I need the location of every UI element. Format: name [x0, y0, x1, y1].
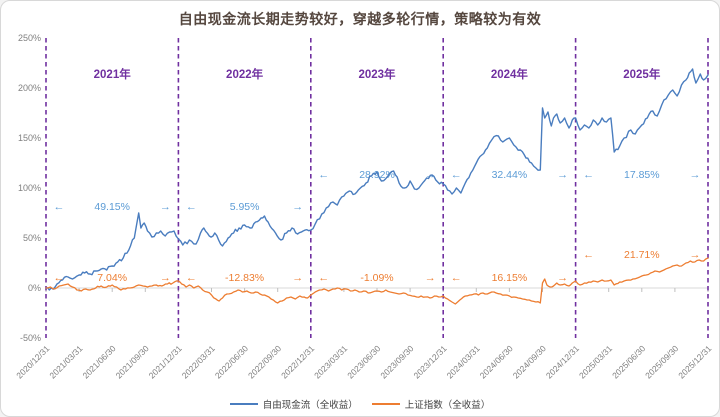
x-axis-label: 2025/06/30 — [610, 343, 647, 380]
x-axis-label: 2022/03/31 — [180, 343, 217, 380]
y-axis-label: 150% — [18, 133, 41, 143]
annotation-series2-return: 7.04% — [97, 272, 127, 284]
legend-line-swatch-blue — [229, 403, 258, 405]
year-label: 2023年 — [358, 67, 396, 81]
annotation-series2-return-arrow-left: ← — [54, 272, 65, 284]
year-label: 2024年 — [491, 67, 529, 81]
annotation-series1-return-arrow-left: ← — [186, 201, 197, 213]
annotation-series2-return: -1.09% — [360, 272, 393, 284]
legend-label-series1: 自由现金流（全收益） — [262, 400, 358, 411]
x-axis-label: 2022/12/31 — [279, 343, 316, 380]
annotation-series1-return: 28.92% — [359, 169, 395, 181]
annotation-series2-return: 21.71% — [624, 249, 660, 261]
year-label: 2022年 — [226, 67, 264, 81]
x-axis-label: 2023/06/30 — [345, 343, 382, 380]
x-axis-label: 2023/03/31 — [312, 343, 349, 380]
annotation-series1-return-arrow-left: ← — [583, 169, 594, 181]
x-axis-label: 2025/03/31 — [577, 343, 614, 380]
y-axis-label: 200% — [18, 83, 41, 93]
x-axis-label: 2020/12/31 — [14, 343, 51, 380]
annotation-series2-return-arrow-left: ← — [583, 249, 594, 261]
annotation-series1-return-arrow-right: → — [160, 201, 171, 213]
annotation-series2-return-arrow-right: → — [292, 272, 303, 284]
year-label: 2021年 — [94, 67, 132, 81]
year-label: 2025年 — [623, 67, 661, 81]
legend-item-series2: 上证指数（全收益） — [371, 397, 491, 411]
annotation-series1-return-arrow-left: ← — [451, 169, 462, 181]
annotation-series2-return: -12.83% — [225, 272, 264, 284]
y-axis-label: -50% — [20, 333, 41, 343]
chart-legend: 自由现金流（全收益） 上证指数（全收益） — [1, 397, 719, 411]
y-axis-label: 50% — [23, 233, 41, 243]
x-axis-label: 2023/09/30 — [378, 343, 415, 380]
annotation-series1-return: 49.15% — [94, 201, 130, 213]
annotation-series2-return-arrow-right: → — [557, 272, 568, 284]
x-axis-label: 2025/09/30 — [643, 343, 680, 380]
series-line-shanghai-index — [45, 257, 709, 305]
annotation-series2-return-arrow-left: ← — [318, 272, 329, 284]
x-axis-label: 2021/09/30 — [114, 343, 151, 380]
legend-label-series2: 上证指数（全收益） — [404, 400, 491, 411]
annotation-series2-return-arrow-right: → — [425, 272, 436, 284]
x-axis-label: 2021/06/30 — [80, 343, 117, 380]
y-axis-label: 250% — [18, 33, 41, 43]
x-axis-label: 2024/09/30 — [511, 343, 548, 380]
x-axis-label: 2023/12/31 — [411, 343, 448, 380]
legend-item-series1: 自由现金流（全收益） — [229, 397, 358, 411]
x-axis-label: 2022/09/30 — [246, 343, 283, 380]
x-axis-label: 2024/12/31 — [544, 343, 581, 380]
x-axis-label: 2022/06/30 — [213, 343, 250, 380]
x-axis-label: 2024/06/30 — [478, 343, 515, 380]
annotation-series2-return-arrow-right: → — [160, 272, 171, 284]
annotation-series1-return-arrow-left: ← — [318, 169, 329, 181]
annotation-series1-return-arrow-right: → — [690, 169, 701, 181]
x-axis-label: 2021/12/31 — [147, 343, 184, 380]
annotation-series2-return-arrow-right: → — [690, 249, 701, 261]
annotation-series1-return: 5.95% — [230, 201, 260, 213]
annotation-series1-return-arrow-right: → — [557, 169, 568, 181]
annotation-series2-return-arrow-left: ← — [451, 272, 462, 284]
y-axis-label: 0% — [28, 283, 41, 293]
x-axis-label: 2025/12/31 — [676, 343, 713, 380]
annotation-series2-return-arrow-left: ← — [186, 272, 197, 284]
x-axis-label: 2021/03/31 — [47, 343, 84, 380]
annotation-series1-return: 32.44% — [492, 169, 528, 181]
legend-line-swatch-orange — [371, 403, 400, 405]
chart-title: 自由现金流长期走势较好，穿越多轮行情，策略较为有效 — [178, 11, 542, 27]
y-axis-label: 100% — [18, 183, 41, 193]
series-line-free-cash-flow — [45, 68, 709, 291]
annotation-series1-return: 17.85% — [624, 169, 660, 181]
annotation-series1-return-arrow-left: ← — [54, 201, 65, 213]
x-axis-label: 2024/03/31 — [445, 343, 482, 380]
annotation-series2-return: 16.15% — [492, 272, 528, 284]
annotation-series1-return-arrow-right: → — [292, 201, 303, 213]
